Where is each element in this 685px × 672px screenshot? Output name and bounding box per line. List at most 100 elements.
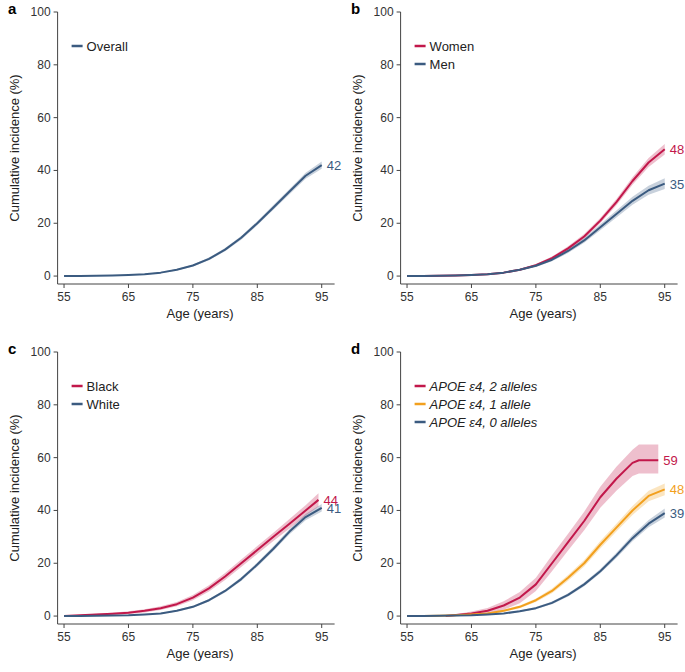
- x-axis-label: Age (years): [509, 646, 576, 661]
- x-axis-label: Age (years): [166, 306, 233, 321]
- y-axis: [57, 352, 58, 624]
- y-tick: [397, 276, 401, 277]
- end-label: 41: [327, 501, 341, 516]
- data-area: [407, 444, 665, 616]
- x-tick: [321, 624, 322, 628]
- y-axis-label: Cumulative incidence (%): [7, 74, 22, 221]
- x-tick: [192, 284, 193, 288]
- confidence-band: [407, 178, 665, 276]
- y-tick-label: 100: [31, 345, 51, 359]
- legend-label: APOE ε4, 1 allele: [429, 397, 531, 412]
- y-tick-label: 100: [31, 5, 51, 19]
- y-tick: [54, 352, 58, 353]
- x-tick: [535, 624, 536, 628]
- x-axis: [58, 624, 335, 625]
- confidence-band: [64, 493, 318, 616]
- panel-label: d: [351, 340, 360, 357]
- x-tick: [257, 624, 258, 628]
- x-tick: [64, 624, 65, 628]
- x-tick: [407, 284, 408, 288]
- y-tick: [54, 223, 58, 224]
- y-tick-label: 60: [37, 451, 51, 465]
- y-tick: [397, 170, 401, 171]
- panel-label: b: [351, 0, 360, 17]
- x-tick-label: 65: [122, 290, 136, 304]
- x-axis: [401, 624, 678, 625]
- end-label: 48: [670, 142, 684, 157]
- legend-label: Men: [430, 57, 455, 72]
- x-tick-label: 95: [315, 290, 329, 304]
- x-tick: [600, 284, 601, 288]
- x-axis-label: Age (years): [509, 306, 576, 321]
- y-tick: [397, 223, 401, 224]
- x-tick: [407, 624, 408, 628]
- legend-swatch: [72, 45, 83, 48]
- panel-label: c: [8, 340, 16, 357]
- legend-swatch: [415, 385, 426, 388]
- series-line: [64, 165, 322, 276]
- y-tick: [397, 117, 401, 118]
- y-axis: [57, 12, 58, 284]
- legend-label: Overall: [87, 39, 128, 54]
- y-axis-label: Cumulative incidence (%): [7, 414, 22, 561]
- y-tick: [397, 352, 401, 353]
- y-tick-label: 20: [380, 216, 394, 230]
- y-tick-label: 80: [380, 58, 394, 72]
- y-tick-label: 20: [37, 556, 51, 570]
- y-tick: [54, 616, 58, 617]
- y-axis: [400, 352, 401, 624]
- y-tick-label: 0: [44, 609, 51, 623]
- y-tick-label: 40: [380, 163, 394, 177]
- data-area: [64, 493, 322, 616]
- y-tick: [397, 616, 401, 617]
- data-area: [64, 161, 322, 276]
- y-tick-label: 20: [37, 216, 51, 230]
- y-axis-label: Cumulative incidence (%): [350, 74, 365, 221]
- x-tick-label: 85: [251, 290, 265, 304]
- y-tick: [54, 64, 58, 65]
- legend-swatch: [72, 385, 83, 388]
- series-line: [407, 513, 665, 616]
- y-tick-label: 100: [374, 345, 394, 359]
- y-tick: [397, 64, 401, 65]
- end-label: 59: [663, 453, 677, 468]
- series-line: [64, 500, 318, 616]
- x-tick-label: 65: [465, 630, 479, 644]
- legend-swatch: [415, 45, 426, 48]
- series-line: [407, 489, 665, 616]
- y-tick-label: 60: [37, 111, 51, 125]
- y-tick: [54, 563, 58, 564]
- x-tick: [600, 624, 601, 628]
- x-tick: [64, 284, 65, 288]
- y-tick-label: 100: [374, 5, 394, 19]
- y-tick-label: 40: [37, 163, 51, 177]
- y-tick-label: 40: [380, 503, 394, 517]
- x-tick-label: 85: [594, 630, 608, 644]
- x-tick: [535, 284, 536, 288]
- x-axis-label: Age (years): [166, 646, 233, 661]
- x-tick-label: 85: [251, 630, 265, 644]
- data-area: [407, 144, 665, 276]
- x-axis: [58, 284, 335, 285]
- y-tick: [54, 404, 58, 405]
- y-axis-label: Cumulative incidence (%): [350, 414, 365, 561]
- x-tick-label: 75: [529, 290, 543, 304]
- y-tick-label: 20: [380, 556, 394, 570]
- panel: b0204060801005565758595Age (years)Cumula…: [350, 0, 684, 321]
- y-tick: [397, 404, 401, 405]
- x-tick-label: 95: [658, 630, 672, 644]
- y-axis: [400, 12, 401, 284]
- x-tick: [471, 624, 472, 628]
- x-tick-label: 95: [315, 630, 329, 644]
- y-tick: [54, 12, 58, 13]
- x-tick: [664, 284, 665, 288]
- end-label: 35: [670, 177, 684, 192]
- end-label: 48: [670, 482, 684, 497]
- series-line: [446, 460, 659, 616]
- confidence-band: [407, 484, 665, 617]
- panel: d0204060801005565758595Age (years)Cumula…: [350, 340, 684, 661]
- x-tick-label: 75: [529, 630, 543, 644]
- confidence-band: [64, 504, 322, 616]
- panel: c0204060801005565758595Age (years)Cumula…: [7, 340, 341, 661]
- x-tick-label: 55: [400, 290, 414, 304]
